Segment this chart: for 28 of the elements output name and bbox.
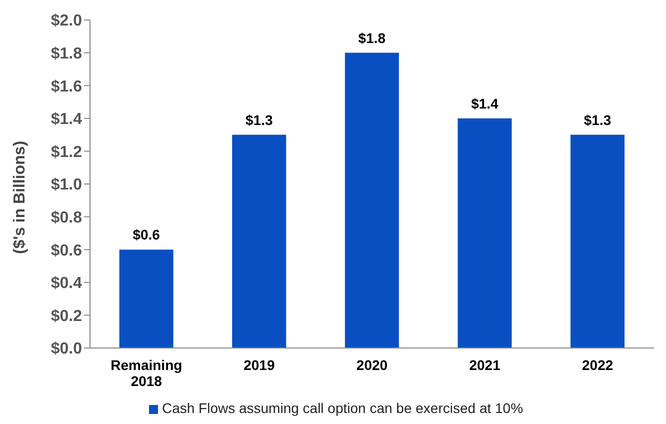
x-tick-label: 2022 xyxy=(582,357,614,373)
y-tick-label: $1.4 xyxy=(50,111,82,128)
bar xyxy=(119,250,174,348)
y-tick-label: $1.6 xyxy=(50,78,82,96)
y-tick-label: $1.0 xyxy=(50,176,82,194)
data-label: $1.3 xyxy=(246,112,273,128)
y-tick-label: $0.4 xyxy=(50,275,82,292)
y-tick-label: $0.8 xyxy=(50,209,82,226)
x-tick-label: 2019 xyxy=(244,357,275,373)
x-tick-label: Remaining 2018 xyxy=(110,357,182,389)
bar xyxy=(344,52,399,348)
bar xyxy=(570,134,625,348)
y-tick-label: $1.2 xyxy=(50,144,82,161)
bar xyxy=(458,118,512,348)
data-label: $1.8 xyxy=(358,30,386,46)
data-label: $1.4 xyxy=(471,95,499,112)
data-label: $0.6 xyxy=(132,226,160,243)
y-axis-title: ($'s in Billions) xyxy=(12,140,29,254)
data-label: $1.3 xyxy=(584,112,612,128)
legend-label: Cash Flows assuming call option can be exercised at 10% xyxy=(162,400,524,416)
y-tick-label: $2.0 xyxy=(50,12,82,30)
y-tick-label: $1.8 xyxy=(50,45,82,62)
y-tick-label: $0.0 xyxy=(50,340,82,358)
y-tick-label: $0.6 xyxy=(50,242,82,260)
x-tick-label: 2021 xyxy=(469,357,501,373)
x-tick-label: 2020 xyxy=(356,357,388,373)
bar xyxy=(232,134,286,348)
y-tick-label: $0.2 xyxy=(50,308,82,325)
